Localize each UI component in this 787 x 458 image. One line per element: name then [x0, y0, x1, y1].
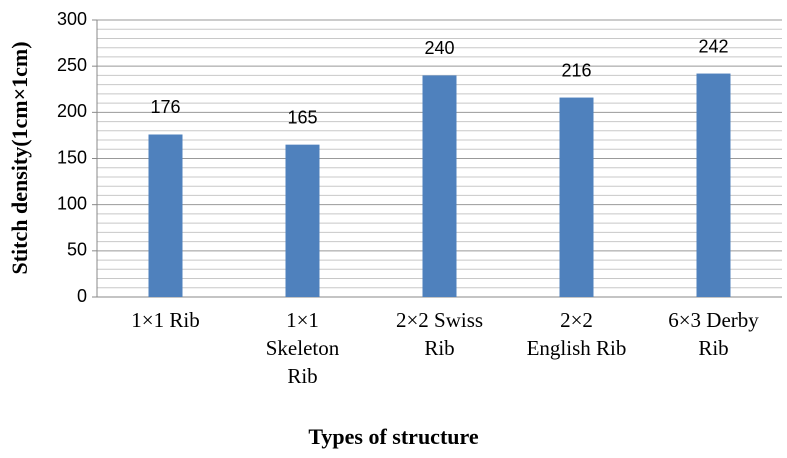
value-label: 176 [150, 97, 180, 117]
y-tick-label: 100 [57, 193, 87, 213]
y-tick-label: 150 [57, 147, 87, 167]
y-tick-label: 200 [57, 101, 87, 121]
value-label: 242 [698, 36, 728, 56]
value-label: 216 [561, 60, 591, 80]
value-label: 165 [287, 107, 317, 127]
bar [148, 134, 183, 297]
x-axis-title: Types of structure [308, 424, 479, 449]
x-tick-label: 1×1 Rib [131, 308, 200, 332]
y-tick-label: 300 [57, 9, 87, 29]
x-tick-label: 2×2 English Rib [526, 308, 627, 360]
x-tick-label: 2×2 Swiss Rib [395, 308, 484, 360]
bar [422, 75, 457, 298]
y-tick-label: 50 [67, 240, 87, 260]
value-label: 240 [424, 38, 454, 58]
y-axis-title: Stitch density(1cm×1cm) [7, 41, 32, 274]
y-tick-label: 0 [77, 286, 87, 306]
x-tick-label: 1×1 Skeleton Rib [265, 308, 340, 388]
x-tick-label: 6×3 Derby Rib [668, 308, 759, 360]
y-tick-label: 250 [57, 55, 87, 75]
bar [285, 144, 320, 297]
bar [696, 73, 731, 297]
bar [559, 97, 594, 297]
